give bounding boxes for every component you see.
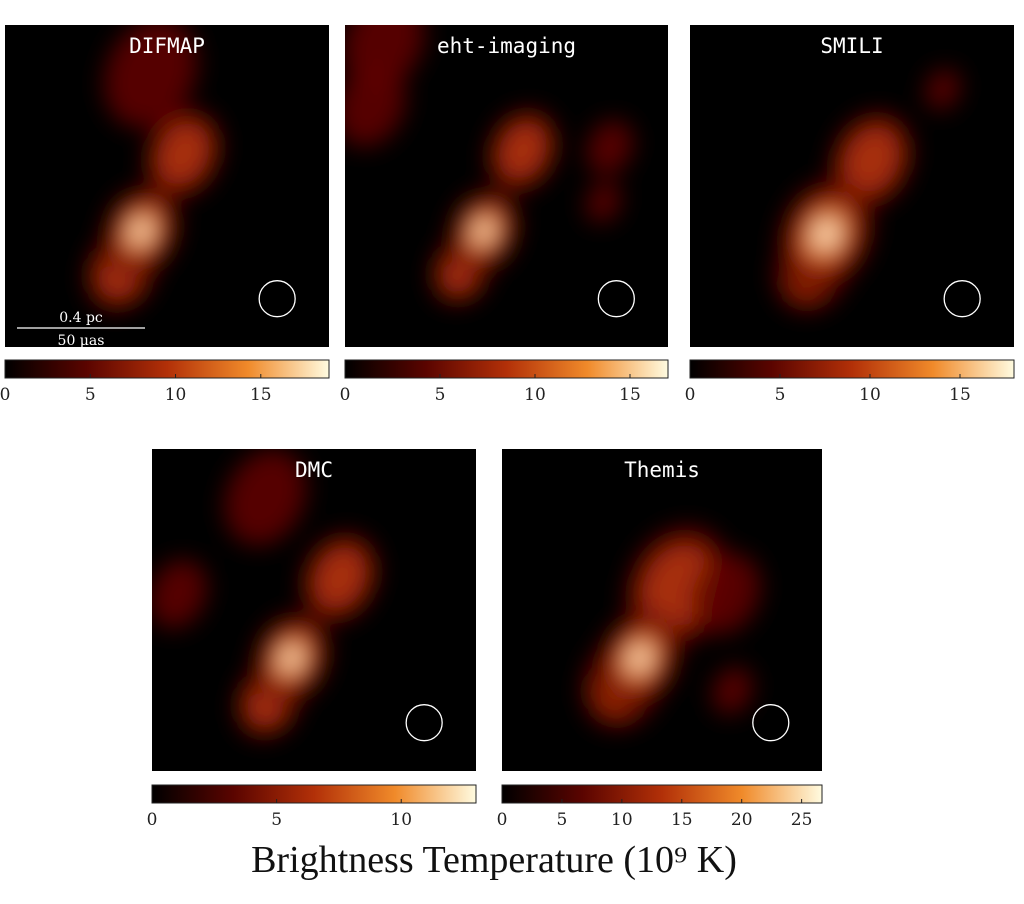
emission-blob [925, 68, 961, 111]
colorbar [4, 359, 330, 379]
colorbar-tick-label: 5 [271, 810, 282, 830]
colorbar [151, 784, 477, 804]
colorbar-tick-label: 15 [250, 385, 272, 405]
image-emission [345, 25, 634, 304]
colorbar-tick-label: 5 [775, 385, 786, 405]
emission-blob [282, 648, 300, 669]
beam [597, 280, 635, 318]
colorbar-tick-label: 5 [85, 385, 96, 405]
panel: SMILI 0 5 10 15 [685, 25, 1015, 405]
emission-blob [585, 181, 621, 223]
panel-title: Themis [624, 458, 700, 482]
emission-blob [712, 666, 753, 715]
colorbar-tick-label: 0 [0, 385, 10, 405]
image-emission [152, 449, 378, 738]
emission-blob [586, 119, 634, 175]
panel-title: eht-imaging [437, 34, 576, 58]
emission-blob [630, 647, 649, 669]
colorbar-tick-label: 10 [165, 385, 187, 405]
beam [405, 704, 443, 742]
beam [943, 280, 981, 318]
emission-blob [132, 221, 150, 241]
colorbar-tick-label: 25 [791, 810, 813, 830]
panel-title: DIFMAP [129, 34, 205, 58]
panel: Themis 0 5 10 15 20 25 [497, 449, 823, 830]
emission-blob [313, 546, 367, 610]
colorbar-tick-label: 0 [685, 385, 696, 405]
colorbar-tick-label: 15 [949, 385, 971, 405]
emission-blob [104, 25, 198, 129]
colorbar-tick-label: 5 [557, 810, 568, 830]
colorbar-tick-label: 15 [671, 810, 693, 830]
image-emission [775, 68, 961, 312]
colorbar-tick-label: 10 [524, 385, 546, 405]
emission-blob [498, 121, 548, 180]
emission-blob [156, 122, 210, 186]
panel: DMC 0 5 10 [147, 449, 477, 830]
panel-title: SMILI [820, 34, 883, 58]
panel: eht-imaging 0 5 10 15 [340, 25, 669, 405]
colorbar-tick-label: 0 [340, 385, 351, 405]
image-emission [583, 526, 761, 729]
emission-blob [476, 222, 492, 241]
colorbar [344, 359, 669, 379]
emission-blob [815, 222, 837, 247]
panel: DIFMAP 0.4 pc 50 μas 0 5 10 15 [0, 25, 330, 405]
scale-bar-label: 0.4 pc [59, 310, 103, 326]
colorbar [501, 784, 823, 804]
scale-bar-label: 50 μas [58, 333, 105, 349]
colorbar [689, 359, 1015, 379]
colorbar-tick-label: 0 [147, 810, 158, 830]
emission-blob [345, 25, 425, 90]
beam [752, 704, 790, 742]
colorbar-tick-label: 20 [731, 810, 753, 830]
colorbar-tick-label: 15 [619, 385, 641, 405]
emission-blob [842, 126, 901, 194]
panel-title: DMC [295, 458, 333, 482]
beam [258, 280, 296, 318]
image-emission [86, 25, 222, 311]
colorbar-label: Brightness Temperature (10⁹ K) [251, 839, 737, 881]
colorbar-tick-label: 0 [497, 810, 508, 830]
emission-blob [691, 553, 761, 635]
colorbar-tick-label: 10 [611, 810, 633, 830]
colorbar-tick-label: 5 [435, 385, 446, 405]
colorbar-tick-label: 10 [390, 810, 412, 830]
emission-blob [224, 449, 307, 546]
emission-blob [152, 559, 208, 629]
colorbar-tick-label: 10 [859, 385, 881, 405]
